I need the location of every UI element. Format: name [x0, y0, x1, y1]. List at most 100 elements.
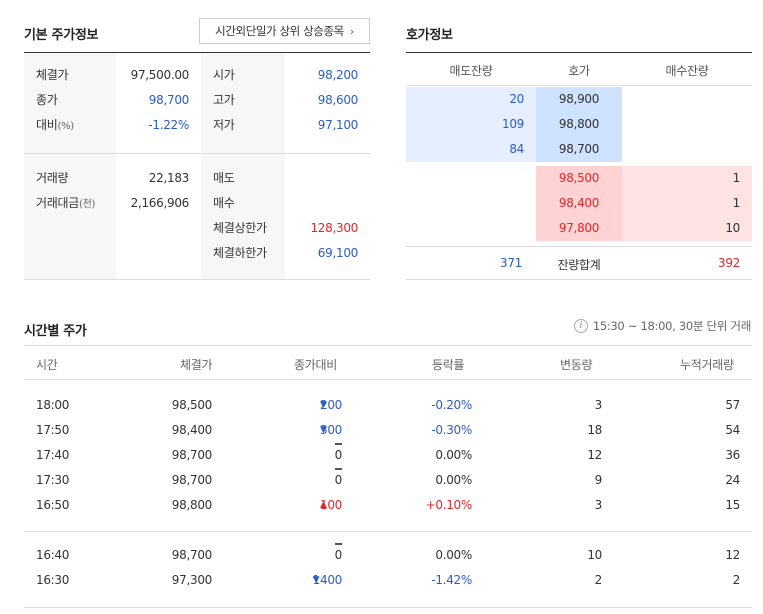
row-change-value: 0 — [334, 448, 343, 462]
row-cumulative: 24 — [725, 473, 740, 487]
table-row: 17:30 98,700 0 0.00% 9 24 — [24, 468, 752, 493]
orderbook-header: 매도잔량 호가 매수잔량 — [406, 53, 752, 86]
row-time: 17:30 — [36, 473, 70, 487]
arrow-down-icon: ▼ — [319, 400, 327, 410]
basic-value: 98,700 — [148, 93, 190, 107]
orderbook-title: 호가정보 — [406, 28, 453, 43]
row-volume: 12 — [587, 448, 602, 462]
row-price: 98,800 — [171, 498, 213, 512]
header-rate: 등락률 — [432, 358, 465, 372]
basic-label: 저가 — [213, 118, 235, 132]
basic-value: 69,100 — [317, 246, 359, 260]
bid-row-bg: 1 — [622, 166, 752, 191]
ask-price-cell[interactable]: 98,700 — [536, 137, 622, 162]
ask-row-bg: 20 — [406, 87, 536, 112]
row-volume: 3 — [594, 498, 603, 512]
arrow-down-icon: ▼ — [312, 575, 320, 585]
row-volume: 9 — [594, 473, 603, 487]
row-change-value: 300 — [319, 423, 342, 437]
basic-row: 거래량 22,183 — [24, 166, 189, 191]
ask-qty: 109 — [501, 117, 524, 131]
basic-row: 종가 98,700 — [24, 88, 189, 113]
bid-price-cell[interactable]: 98,400 — [536, 191, 622, 216]
divider — [24, 607, 752, 608]
table-row: 18:00 98,500 ▼ 200 -0.20% 3 57 — [24, 393, 752, 418]
row-rate: +0.10% — [425, 498, 473, 512]
basic-value: 97,500.00 — [130, 68, 190, 82]
flat-dash-icon — [334, 468, 342, 470]
bid-qty: 1 — [732, 171, 741, 185]
bid-price-cell[interactable]: 97,800 — [536, 216, 622, 241]
ask-price: 98,700 — [558, 142, 600, 156]
header-bid-qty: 매수잔량 — [665, 64, 709, 78]
header-ask-qty: 매도잔량 — [449, 64, 493, 78]
row-change-value: 0 — [334, 548, 343, 562]
row-change: ▼ 1400 — [312, 568, 343, 593]
basic-row: 시가 98,200 — [201, 63, 358, 88]
afterhours-top-gainers-button[interactable]: 시간외단일가 상위 상승종목 › — [199, 18, 370, 44]
divider — [24, 153, 370, 154]
row-price: 98,500 — [171, 398, 213, 412]
basic-value: 2,166,906 — [130, 196, 190, 210]
ask-price-cell[interactable]: 98,800 — [536, 112, 622, 137]
basic-value: -1.22% — [148, 118, 189, 132]
basic-label: 거래대금(천) — [36, 191, 95, 217]
flat-dash-icon — [334, 443, 342, 445]
basic-row: 거래대금(천) 2,166,906 — [24, 191, 189, 216]
row-change: ▼ 300 — [320, 418, 342, 443]
basic-label: 거래량 — [36, 166, 69, 192]
bid-price-cell[interactable]: 98,500 — [536, 166, 622, 191]
basic-label-unit: (%) — [57, 121, 74, 132]
basic-label: 매도 — [213, 171, 235, 185]
row-change-value: 0 — [334, 473, 343, 487]
row-change: 0 — [334, 443, 343, 468]
row-time: 17:50 — [36, 423, 70, 437]
ask-row-bg: 84 — [406, 137, 536, 162]
basic-info-table: 체결가 97,500.00 종가 98,700 대비(%) -1.22% 거래량 22,183… — [24, 52, 370, 280]
row-change: ▲ 100 — [320, 493, 342, 518]
basic-row: 매수 — [201, 191, 358, 216]
bid-row-bg: 10 — [622, 216, 752, 241]
ask-price-cell[interactable]: 98,900 — [536, 87, 622, 112]
arrow-up-icon: ▲ — [319, 500, 327, 510]
row-rate: 0.00% — [435, 473, 472, 487]
basic-label: 대비(%) — [36, 113, 74, 139]
row-cumulative: 12 — [725, 548, 740, 562]
ask-price: 98,800 — [558, 117, 600, 131]
row-change: ▼ 200 — [320, 393, 342, 418]
row-price: 98,700 — [171, 448, 213, 462]
row-volume: 2 — [594, 573, 603, 587]
header-price: 호가 — [568, 64, 590, 78]
row-time: 18:00 — [36, 398, 70, 412]
header-change: 종가대비 — [294, 358, 337, 372]
row-rate: -0.20% — [431, 398, 472, 412]
row-change-value: 100 — [319, 498, 342, 512]
row-rate: 0.00% — [435, 448, 472, 462]
basic-label: 시가 — [213, 68, 235, 82]
flat-dash-icon — [334, 543, 342, 545]
basic-row: 대비(%) -1.22% — [24, 113, 189, 138]
bid-price: 97,800 — [558, 221, 600, 235]
table-row: 16:40 98,700 0 0.00% 10 12 — [24, 543, 752, 568]
basic-label: 고가 — [213, 93, 235, 107]
basic-label: 체결상한가 — [213, 221, 267, 235]
ask-price: 98,900 — [558, 92, 600, 106]
row-cumulative: 15 — [725, 498, 740, 512]
basic-row: 고가 98,600 — [201, 88, 358, 113]
row-time: 16:40 — [36, 548, 70, 562]
table-row: 16:50 98,800 ▲ 100 +0.10% 3 15 — [24, 493, 752, 518]
basic-label: 매수 — [213, 196, 235, 210]
bid-qty: 1 — [732, 196, 741, 210]
info-icon[interactable]: i — [573, 319, 588, 333]
row-change-value: 1400 — [312, 573, 343, 587]
basic-label: 체결하한가 — [213, 246, 267, 260]
row-price: 97,300 — [171, 573, 213, 587]
timeprice-note: i 15:30 ~ 18:00, 30분 단위 거래 — [573, 318, 751, 334]
table-row: 17:50 98,400 ▼ 300 -0.30% 18 54 — [24, 418, 752, 443]
basic-label-text: 거래량 — [36, 171, 69, 185]
row-cumulative: 54 — [725, 423, 740, 437]
timeprice-header: 시간 체결가 종가대비 등락률 변동량 누적거래량 — [24, 345, 752, 380]
row-volume: 10 — [587, 548, 602, 562]
basic-label-text: 종가 — [36, 93, 58, 107]
ask-qty: 84 — [509, 142, 524, 156]
